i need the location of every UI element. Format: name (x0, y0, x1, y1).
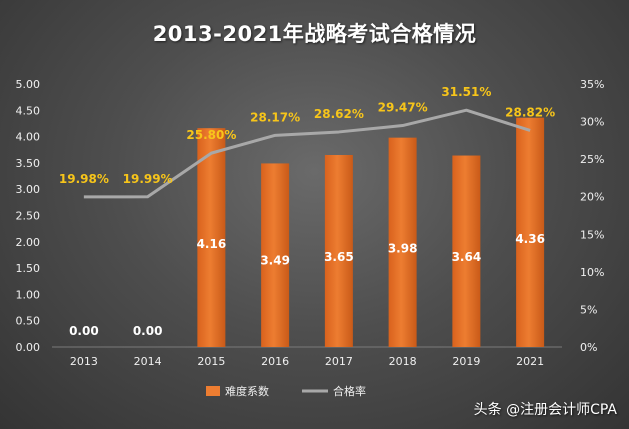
y-left-tick-label: 5.00 (16, 78, 41, 91)
y-left-tick-label: 0.00 (16, 341, 41, 354)
y-right-tick-label: 25% (580, 153, 604, 166)
y-left-tick-label: 2.50 (16, 210, 41, 223)
bar (388, 137, 417, 347)
chart-title: 2013-2021年战略考试合格情况 (152, 22, 477, 46)
bar (452, 155, 481, 347)
y-left-tick-label: 3.50 (16, 157, 41, 170)
footer-watermark: 头条 @注册会计师CPA (473, 402, 617, 418)
x-tick-label: 2014 (134, 355, 162, 368)
x-tick-label: 2017 (325, 355, 353, 368)
y-left-tick-label: 4.50 (16, 104, 41, 117)
y-left-tick-label: 1.00 (16, 288, 41, 301)
x-tick-label: 2013 (70, 355, 98, 368)
bar (197, 128, 226, 347)
y-right-tick-label: 15% (580, 228, 604, 241)
y-right-tick-label: 20% (580, 191, 604, 204)
bar (516, 117, 545, 347)
bar-value-label: 3.64 (452, 250, 482, 264)
legend-label-bar: 难度系数 (225, 384, 269, 398)
bar (324, 155, 353, 347)
y-left-tick-label: 2.00 (16, 236, 41, 249)
rate-value-label: 25.80% (186, 128, 236, 142)
y-right-tick-label: 0% (580, 341, 597, 354)
rate-line (83, 108, 531, 199)
bar-value-label: 4.36 (515, 232, 545, 246)
y-left-tick-label: 0.50 (16, 315, 41, 328)
rate-value-label: 19.98% (59, 172, 109, 186)
rate-value-label: 28.62% (314, 107, 364, 121)
rate-value-label: 29.47% (378, 101, 428, 115)
rate-value-label: 31.51% (441, 85, 491, 99)
bar-value-label: 3.98 (388, 242, 418, 256)
bar (261, 163, 290, 347)
x-tick-label: 2019 (452, 355, 480, 368)
y-left-tick-label: 1.50 (16, 262, 41, 275)
legend-label-line: 合格率 (333, 384, 366, 398)
y-left-tick-label: 3.00 (16, 183, 41, 196)
x-tick-label: 2016 (261, 355, 289, 368)
bar-value-label: 0.00 (69, 324, 99, 338)
rate-value-label: 28.82% (505, 105, 555, 119)
x-tick-label: 2015 (197, 355, 225, 368)
y-right-tick-label: 35% (580, 78, 604, 91)
bar-value-label: 4.16 (197, 237, 227, 251)
y-left-tick-label: 4.00 (16, 131, 41, 144)
legend-swatch-bar (206, 386, 220, 396)
y-right-tick-label: 30% (580, 116, 604, 129)
y-right-tick-label: 5% (580, 303, 597, 316)
x-tick-label: 2021 (516, 355, 544, 368)
y-right-tick-label: 10% (580, 266, 604, 279)
rate-value-label: 19.99% (123, 172, 173, 186)
bar-value-label: 3.65 (324, 250, 354, 264)
x-tick-label: 2018 (389, 355, 417, 368)
bar-value-label: 3.49 (260, 254, 290, 268)
rate-value-label: 28.17% (250, 110, 300, 124)
bar-value-label: 0.00 (133, 324, 163, 338)
